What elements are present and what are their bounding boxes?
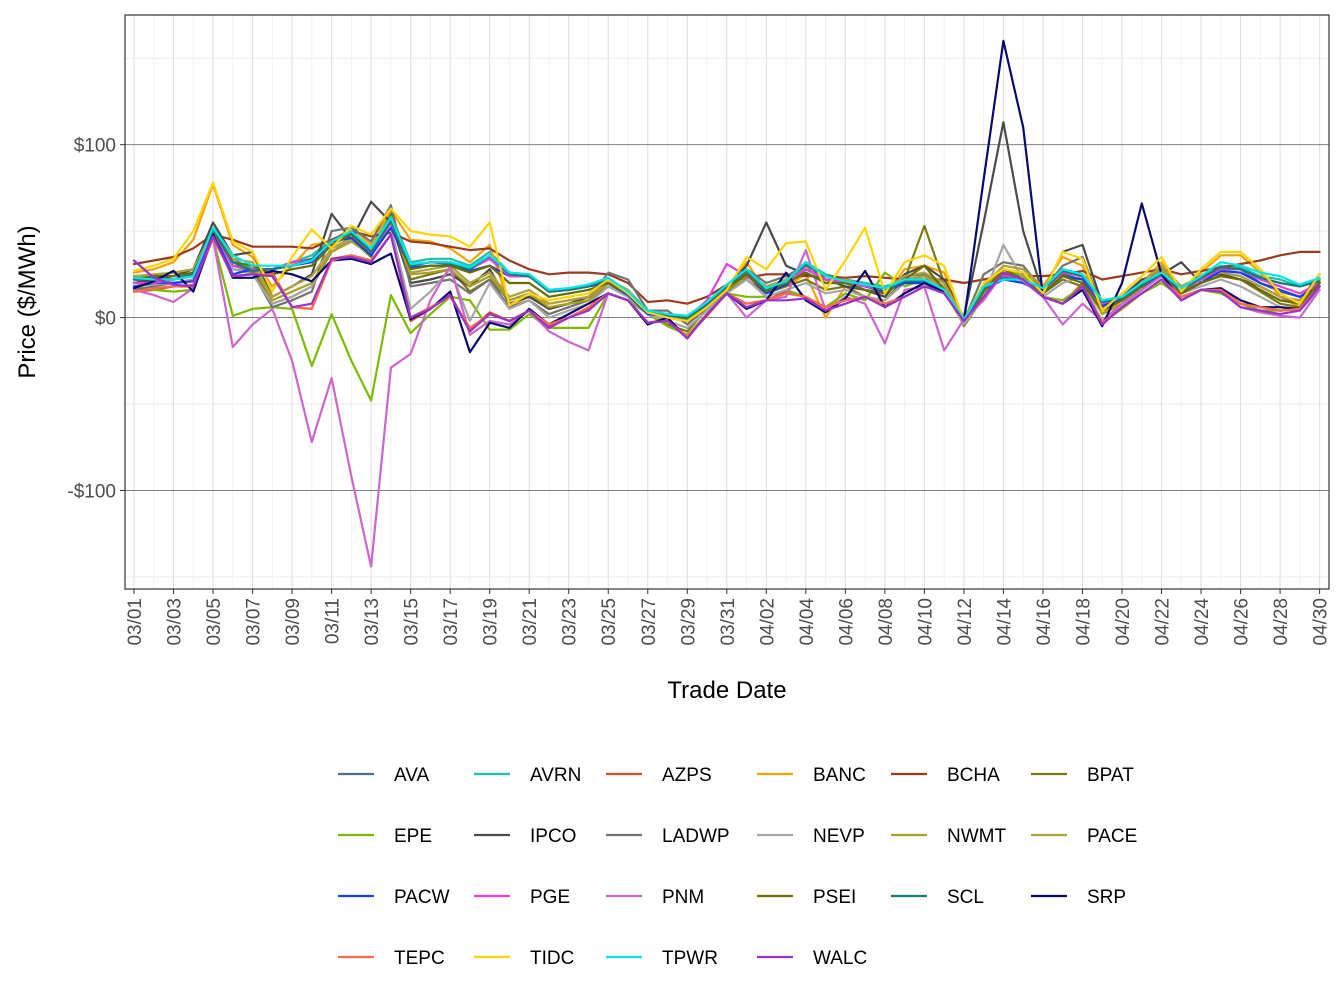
legend-label: TIDC [530, 948, 574, 969]
x-tick-label: 04/06 [836, 598, 857, 646]
axes: $100 $0 -$100 03/01 03/03 03/05 03/07 03/09 03/1… [67, 136, 1331, 646]
x-tick-label: 03/31 [718, 598, 739, 646]
y-tick-label: $0 [95, 309, 116, 330]
x-tick-label: 03/17 [441, 598, 462, 646]
x-tick-label: 04/22 [1153, 598, 1174, 646]
legend-item-nwmt: NWMT [891, 826, 1006, 847]
x-tick-label: 04/20 [1113, 598, 1134, 646]
x-tick-label: 04/30 [1311, 598, 1332, 646]
x-tick-label: 04/24 [1192, 598, 1213, 646]
legend-item-epe: EPE [338, 826, 432, 847]
legend-label: PGE [530, 887, 570, 908]
legend-label: EPE [394, 826, 432, 847]
y-tick-label: -$100 [67, 481, 116, 502]
legend-label: PACE [1087, 826, 1137, 847]
legend-item-tidc: TIDC [474, 948, 574, 969]
x-tick-label: 04/26 [1232, 598, 1253, 646]
x-tick-label: 03/21 [520, 598, 541, 646]
legend-label: AZPS [662, 765, 712, 786]
legend-item-azps: AZPS [606, 765, 712, 786]
legend-label: TEPC [394, 948, 445, 969]
legend-item-bpat: BPAT [1031, 765, 1134, 786]
x-tick-label: 03/19 [481, 598, 502, 646]
x-axis-title: Trade Date [667, 677, 786, 704]
legend-label: SRP [1087, 887, 1126, 908]
legend-item-ava: AVA [338, 765, 430, 786]
legend-label: IPCO [530, 826, 576, 847]
legend-label: PNM [662, 887, 704, 908]
legend-item-avrn: AVRN [474, 765, 581, 786]
legend-label: AVRN [530, 765, 581, 786]
y-tick-label: $100 [74, 136, 116, 157]
x-tick-label: 03/07 [244, 598, 265, 646]
x-tick-label: 04/14 [994, 598, 1015, 646]
x-tick-label: 03/29 [678, 598, 699, 646]
legend-item-banc: BANC [757, 765, 866, 786]
x-tick-label: 04/28 [1271, 598, 1292, 646]
legend-label: BCHA [947, 765, 1000, 786]
legend-label: LADWP [662, 826, 730, 847]
legend-item-walc: WALC [757, 948, 867, 969]
legend-label: BANC [813, 765, 866, 786]
series-line-tidc [132, 181, 1321, 323]
legend-label: WALC [813, 948, 867, 969]
x-tick-label: 04/04 [797, 598, 818, 646]
x-tick-label: 03/05 [204, 598, 225, 646]
x-tick-label: 04/08 [876, 598, 897, 646]
x-tick-label: 04/10 [915, 598, 936, 646]
x-tick-label: 03/25 [599, 598, 620, 646]
legend-label: NEVP [813, 826, 865, 847]
legend-item-pace: PACE [1031, 826, 1137, 847]
legend-label: SCL [947, 887, 984, 908]
legend-item-pacw: PACW [338, 887, 450, 908]
legend-label: PSEI [813, 887, 856, 908]
legend-item-tepc: TEPC [338, 948, 445, 969]
x-tick-label: 04/16 [1034, 598, 1055, 646]
series-line-tpwr [132, 216, 1321, 321]
x-tick-label: 03/11 [323, 598, 344, 644]
legend-item-tpwr: TPWR [606, 948, 718, 969]
x-tick-label: 03/13 [362, 598, 383, 646]
x-tick-label: 04/18 [1073, 598, 1094, 646]
series-lines [132, 39, 1321, 568]
legend-item-pge: PGE [474, 887, 570, 908]
legend-label: NWMT [947, 826, 1006, 847]
legend-label: PACW [394, 887, 450, 908]
legend: AVA AVRN AZPS BANC BCHA BPAT EPE IPCO LADWP NEVP N… [338, 765, 1137, 969]
legend-label: AVA [394, 765, 430, 786]
x-tick-label: 03/09 [283, 598, 304, 646]
legend-item-srp: SRP [1031, 887, 1126, 908]
x-tick-label: 04/02 [757, 598, 778, 646]
legend-item-nevp: NEVP [757, 826, 865, 847]
x-tick-label: 03/03 [165, 598, 186, 646]
legend-label: BPAT [1087, 765, 1134, 786]
x-tick-label: 04/12 [955, 598, 976, 646]
legend-item-bcha: BCHA [891, 765, 1000, 786]
x-tick-label: 03/15 [402, 598, 423, 646]
legend-item-ipco: IPCO [474, 826, 576, 847]
legend-label: TPWR [662, 948, 718, 969]
legend-item-scl: SCL [891, 887, 984, 908]
legend-item-psei: PSEI [757, 887, 856, 908]
grid [125, 15, 1329, 589]
x-tick-label: 03/01 [125, 598, 146, 646]
y-axis-title: Price ($/MWh) [14, 225, 41, 378]
x-tick-label: 03/27 [639, 598, 660, 646]
legend-item-pnm: PNM [606, 887, 704, 908]
legend-item-ladwp: LADWP [606, 826, 730, 847]
x-tick-label: 03/23 [560, 598, 581, 646]
series-line-walc [132, 233, 1321, 340]
